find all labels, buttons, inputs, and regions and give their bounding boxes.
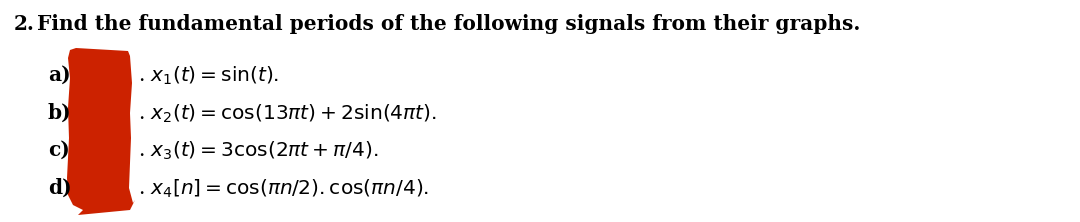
Text: . $x_1(t) = \sin(t).$: . $x_1(t) = \sin(t).$ — [138, 65, 280, 87]
Text: c): c) — [48, 140, 70, 160]
Text: Find the fundamental periods of the following signals from their graphs.: Find the fundamental periods of the foll… — [30, 14, 861, 34]
Text: . $x_4[n] = \cos(\pi n/2).\cos(\pi n/4).$: . $x_4[n] = \cos(\pi n/2).\cos(\pi n/4).… — [138, 178, 429, 200]
Text: b): b) — [48, 103, 71, 123]
Text: 2.: 2. — [14, 14, 35, 34]
Text: a): a) — [48, 65, 70, 85]
Polygon shape — [67, 48, 135, 215]
Text: d): d) — [48, 178, 71, 198]
Text: . $x_3(t) = 3\cos(2\pi t + \pi/4).$: . $x_3(t) = 3\cos(2\pi t + \pi/4).$ — [138, 140, 378, 162]
Text: . $x_2(t) = \cos(13\pi t) + 2\sin(4\pi t).$: . $x_2(t) = \cos(13\pi t) + 2\sin(4\pi t… — [138, 103, 436, 125]
